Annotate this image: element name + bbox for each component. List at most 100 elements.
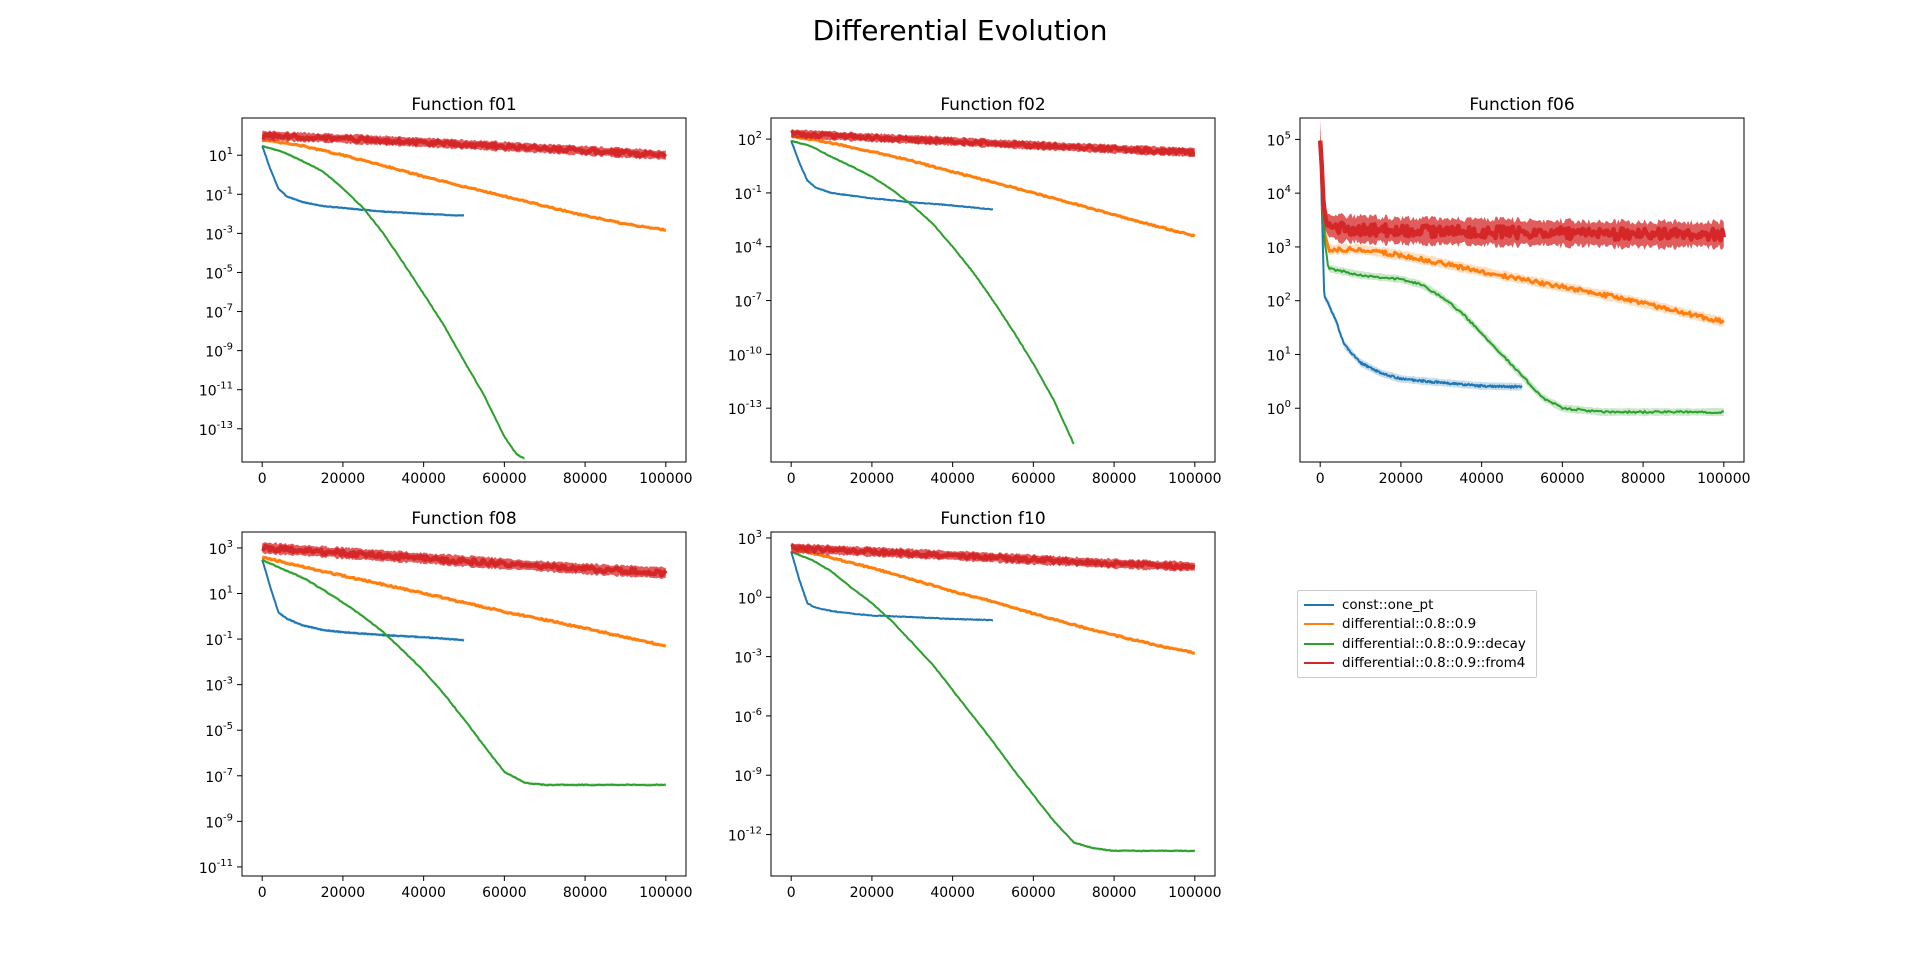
plot-area [790, 129, 1196, 446]
x-tick-label: 100000 [1697, 471, 1750, 487]
legend-label: const::one_pt [1342, 596, 1434, 613]
series-line-3 [262, 145, 525, 460]
series-line-3 [261, 558, 666, 787]
series-band-1 [262, 558, 464, 642]
x-tick-label: 60000 [1011, 471, 1056, 487]
y-tick-label: 10-3 [734, 648, 762, 667]
series-line-2 [261, 555, 667, 648]
x-tick-label: 40000 [930, 471, 975, 487]
y-tick-label: 100 [738, 588, 762, 607]
series-line-2 [791, 134, 1196, 238]
y-tick-label: 10-13 [199, 420, 233, 439]
x-tick-label: 100000 [639, 885, 692, 901]
y-tick-label: 10-7 [205, 303, 233, 322]
x-tick-label: 40000 [401, 885, 446, 901]
legend-swatch-differential [1304, 623, 1334, 626]
series-line-1 [790, 551, 994, 622]
y-tick-label: 101 [209, 146, 233, 165]
plot-area [261, 130, 668, 460]
y-tick-label: 10-1 [205, 630, 233, 649]
plot-area [790, 542, 1196, 853]
series-line-4 [790, 130, 1196, 157]
legend-label: differential::0.8::0.9::decay [1342, 635, 1526, 652]
x-tick-label: 80000 [1092, 471, 1137, 487]
plot-area [1317, 119, 1727, 417]
x-tick-label: 60000 [482, 885, 527, 901]
series-band-2 [1320, 133, 1724, 327]
series-band-3 [791, 550, 1195, 853]
legend-swatch-differential-from4 [1304, 662, 1334, 665]
x-tick-label: 80000 [1092, 885, 1137, 901]
legend-label: differential::0.8::0.9::from4 [1342, 655, 1526, 672]
axes-frame [241, 117, 687, 463]
series-line-4 [1317, 140, 1727, 243]
series-line-3 [790, 550, 1196, 853]
y-tick-label: 10-3 [205, 676, 233, 695]
x-tick-label: 40000 [401, 471, 446, 487]
legend-item-differential: differential::0.8::0.9 [1304, 615, 1530, 635]
y-tick-label: 104 [1267, 184, 1291, 203]
y-tick-label: 10-9 [205, 812, 233, 831]
y-tick-label: 100 [1267, 399, 1291, 418]
series-line-4 [261, 131, 668, 159]
series-line-1 [790, 140, 994, 211]
x-tick-label: 0 [787, 471, 796, 487]
series-line-1 [261, 559, 465, 642]
subplot-4: Function f08 0 20000 40000 60000 80000 100000 1… [199, 509, 693, 901]
x-tick-label: 0 [1316, 471, 1325, 487]
subplot-title: Function f06 [1469, 95, 1574, 115]
series-line-3 [790, 139, 1075, 445]
series-line-4 [790, 543, 1196, 571]
series-line-3 [1319, 140, 1724, 415]
x-tick-label: 0 [258, 471, 267, 487]
y-tick-label: 10-9 [205, 342, 233, 361]
x-tick-label: 40000 [1459, 471, 1504, 487]
y-tick-label: 10-1 [734, 184, 762, 203]
x-tick-label: 20000 [850, 471, 895, 487]
y-tick-label: 101 [1267, 345, 1291, 364]
axes-frame [1299, 117, 1745, 463]
legend-item-differential-from4: differential::0.8::0.9::from4 [1304, 654, 1530, 674]
series-line-4 [261, 543, 668, 578]
x-tick-label: 100000 [639, 471, 692, 487]
y-tick-label: 10-9 [734, 766, 762, 785]
subplot-3: Function f06 0 20000 40000 60000 80000 100000 1… [1267, 95, 1751, 487]
subplot-title: Function f10 [940, 509, 1045, 529]
axes-frame [241, 531, 687, 877]
y-tick-label: 10-6 [734, 707, 762, 726]
legend-item-differential-decay: differential::0.8::0.9::decay [1304, 634, 1530, 654]
series-line-2 [1318, 141, 1725, 325]
series-line-1 [1319, 140, 1523, 389]
series-line-1 [261, 145, 465, 217]
y-tick-label: 102 [738, 130, 762, 149]
subplot-title: Function f08 [411, 509, 516, 529]
y-tick-label: 103 [738, 529, 762, 548]
series-band-3 [791, 139, 1074, 446]
y-tick-label: 10-1 [205, 185, 233, 204]
x-tick-label: 80000 [563, 471, 608, 487]
y-tick-label: 10-7 [734, 292, 762, 311]
subplot-title: Function f01 [411, 95, 516, 115]
axes-frame [770, 117, 1216, 463]
y-tick-label: 10-10 [728, 345, 762, 364]
legend-label: differential::0.8::0.9 [1342, 616, 1477, 633]
x-tick-label: 80000 [1621, 471, 1666, 487]
x-tick-label: 60000 [1540, 471, 1585, 487]
x-tick-label: 0 [787, 885, 796, 901]
y-tick-label: 10-11 [199, 858, 233, 877]
x-tick-label: 80000 [563, 885, 608, 901]
y-tick-label: 103 [1267, 238, 1291, 257]
subplot-2: Function f02 0 20000 40000 60000 80000 100000 1… [728, 95, 1222, 487]
x-tick-label: 100000 [1168, 471, 1221, 487]
x-tick-label: 40000 [930, 885, 975, 901]
x-tick-label: 60000 [1011, 885, 1056, 901]
x-tick-label: 20000 [321, 885, 366, 901]
figure-title: Differential Evolution [812, 14, 1108, 47]
x-tick-label: 20000 [1379, 471, 1424, 487]
x-tick-label: 20000 [321, 471, 366, 487]
legend-swatch-differential-decay [1304, 642, 1334, 645]
x-tick-label: 0 [258, 885, 267, 901]
series-band-3 [262, 558, 666, 787]
y-tick-label: 105 [1267, 130, 1291, 149]
